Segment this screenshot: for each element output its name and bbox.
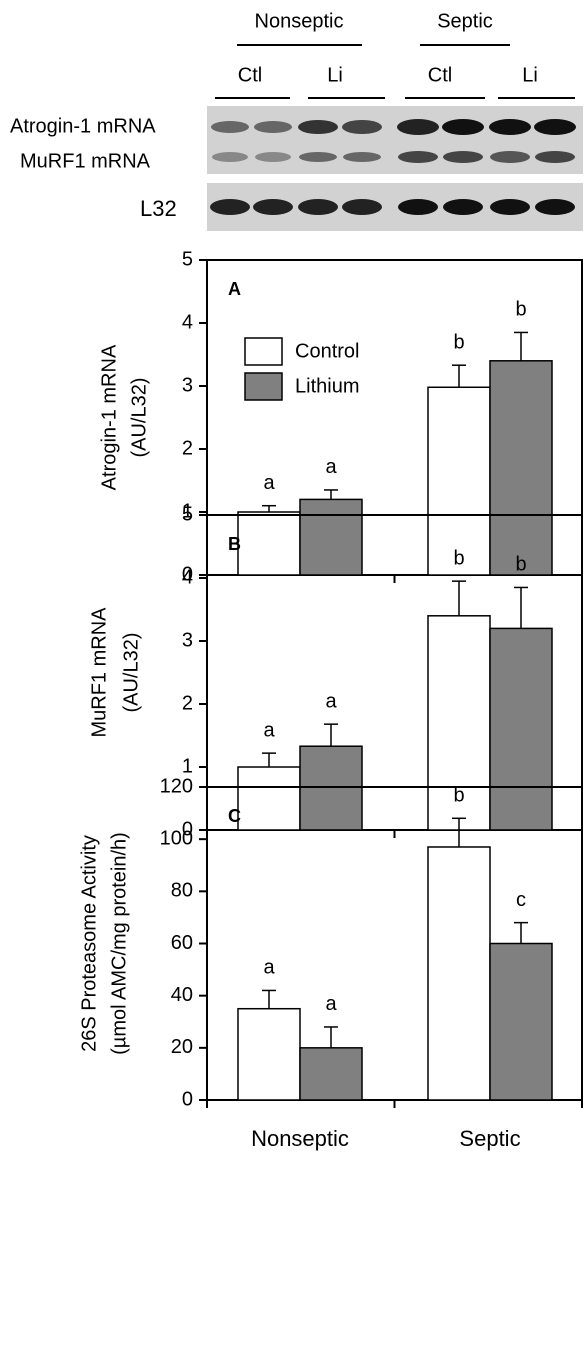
y-tick-label: 120 [160,775,193,797]
error-bar [262,753,276,767]
group-label: Nonseptic [255,10,344,32]
x-tick-label: Nonseptic [251,1126,349,1151]
y-tick-label: 1 [182,755,193,777]
significance-label: a [263,957,275,979]
panel-label: A [228,279,241,299]
y-tick-label: 3 [182,629,193,651]
significance-label: a [325,690,337,712]
significance-label: a [263,719,275,741]
y-tick-label: 4 [182,311,193,333]
error-bar [452,365,466,387]
band-label: Atrogin-1 mRNA [10,115,156,137]
y-tick-label: 20 [171,1036,193,1058]
y-tick-label: 0 [182,1088,193,1110]
legend-label: Control [295,340,359,362]
significance-label: b [453,785,464,807]
bar [490,628,552,830]
bar [238,1009,300,1100]
lane-label: Li [327,64,343,86]
x-tick-label: Septic [459,1126,520,1151]
significance-label: a [325,993,337,1015]
y-tick-label: 60 [171,932,193,954]
y-tick-label: 80 [171,880,193,902]
significance-label: b [515,299,526,321]
bar [300,746,362,830]
bar [300,1048,362,1100]
panel-label: B [228,534,241,554]
group-label: Septic [437,10,493,32]
band-label: MuRF1 mRNA [20,150,151,172]
y-tick-label: 2 [182,692,193,714]
significance-label: b [515,554,526,576]
error-bar [514,923,528,944]
y-tick-label: 3 [182,374,193,396]
lane-label: Ctl [238,64,262,86]
error-bar [324,724,338,746]
legend-swatch [245,338,282,365]
error-bar [452,581,466,616]
band-label: L32 [140,196,177,221]
figure: Nonseptic Septic Ctl Li Ctl Li Atrogin-1… [0,0,587,1351]
error-bar [262,990,276,1008]
y-tick-label: 40 [171,984,193,1006]
y-axis-label: (µmol AMC/mg protein/h) [108,832,130,1055]
bar [300,499,362,575]
error-bar [514,587,528,628]
error-bar [514,332,528,360]
lane-label: Li [522,64,538,86]
significance-label: a [263,472,275,494]
bar [238,512,300,575]
legend-label: Lithium [295,375,359,397]
bar [490,944,552,1101]
error-bar [262,506,276,512]
y-tick-label: 2 [182,437,193,459]
significance-label: a [325,456,337,478]
y-axis-label: (AU/L32) [120,632,142,712]
blot: Nonseptic Septic Ctl Li Ctl Li Atrogin-1… [10,10,583,231]
error-bar [324,490,338,499]
significance-label: b [453,547,464,569]
y-axis-label: Atrogin-1 mRNA [98,344,120,490]
bar [238,767,300,830]
significance-label: b [453,331,464,353]
y-tick-label: 4 [182,566,193,588]
y-tick-label: 100 [160,827,193,849]
bar [428,847,490,1100]
y-axis-label: MuRF1 mRNA [88,607,110,738]
y-axis-label: (AU/L32) [128,377,150,457]
y-tick-label: 5 [182,248,193,270]
lane-label: Ctl [428,64,452,86]
error-bar [324,1027,338,1048]
y-tick-label: 5 [182,503,193,525]
significance-label: c [516,889,526,911]
legend-swatch [245,373,282,400]
panel-label: C [228,806,241,826]
blot-image [207,106,583,174]
bar [490,361,552,575]
y-axis-label: 26S Proteasome Activity [78,835,100,1052]
